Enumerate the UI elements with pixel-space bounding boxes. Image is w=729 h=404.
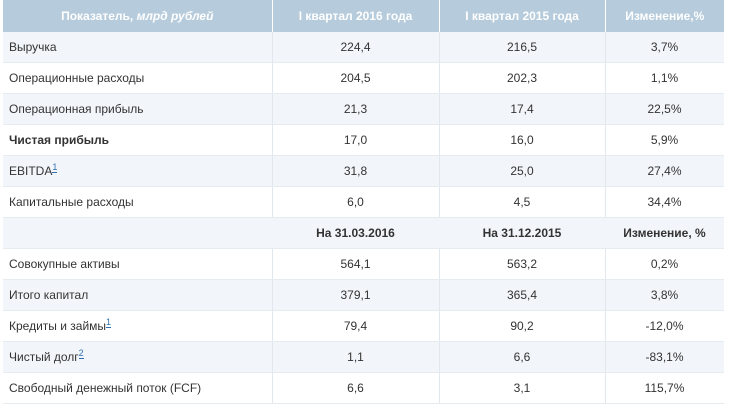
row-label: Выручка [3, 32, 272, 63]
row-value-q1-2015: 17,4 [439, 93, 605, 125]
table-row: Кредиты и займы1 79,4 90,2 -12,0% [3, 310, 724, 342]
row-value-q1-2016: 224,4 [272, 32, 439, 63]
subheader-col-change: Изменение, % [605, 217, 724, 249]
row-value-2015: 6,6 [439, 341, 605, 373]
row-label: EBITDA [9, 164, 53, 178]
table-row: Чистый долг2 1,1 6,6 -83,1% [3, 341, 724, 373]
row-value-change: 34,4% [605, 186, 724, 218]
table-row: Совокупные активы 564,1 563,2 0,2% [3, 248, 724, 280]
row-label: Чистый долг [9, 350, 79, 364]
row-value-q1-2015: 16,0 [439, 124, 605, 156]
row-value-change: 5,9% [605, 124, 724, 156]
row-value-change: -83,1% [605, 341, 724, 373]
footnote-marker: 1 [106, 317, 112, 328]
row-value-2015: 3,1 [439, 372, 605, 404]
row-label: Операционные расходы [3, 62, 272, 94]
row-value-q1-2015: 4,5 [439, 186, 605, 218]
row-label: Чистая прибыль [3, 124, 272, 156]
row-value-2015: 563,2 [439, 248, 605, 280]
row-value-q1-2015: 202,3 [439, 62, 605, 94]
table-row: Итого капитал 379,1 365,4 3,8% [3, 279, 724, 311]
row-value-q1-2016: 204,5 [272, 62, 439, 94]
row-value-q1-2016: 31,8 [272, 155, 439, 187]
footnote-marker: 1 [52, 162, 58, 173]
row-label: Итого капитал [3, 279, 272, 311]
row-value-change: 3,7% [605, 32, 724, 63]
row-value-change: 1,1% [605, 62, 724, 94]
financial-results-table: Показатель, млрд рублей I квартал 2016 г… [3, 0, 724, 404]
table-row: Операционные расходы 204,5 202,3 1,1% [3, 62, 724, 94]
subheader-col-2016: На 31.03.2016 [272, 217, 439, 249]
table-row: Операционная прибыль 21,3 17,4 22,5% [3, 93, 724, 125]
row-value-q1-2016: 17,0 [272, 124, 439, 156]
row-label: Свободный денежный поток (FCF) [3, 372, 272, 404]
row-label-cell: Чистый долг2 [3, 341, 272, 373]
row-value-change: 115,7% [605, 372, 724, 404]
footnote-link[interactable]: 1 [106, 317, 112, 328]
row-value-change: 27,4% [605, 155, 724, 187]
row-value-2016: 379,1 [272, 279, 439, 311]
table-row: Выручка 224,4 216,5 3,7% [3, 32, 724, 63]
header-indicator: Показатель, млрд рублей [3, 0, 273, 32]
row-label: Совокупные активы [3, 248, 272, 280]
row-value-q1-2016: 6,0 [272, 186, 439, 218]
footnote-link[interactable]: 1 [52, 162, 58, 173]
row-value-2016: 6,6 [272, 372, 439, 404]
table-row: Чистая прибыль 17,0 16,0 5,9% [3, 124, 724, 156]
row-value-2015: 365,4 [439, 279, 605, 311]
header-indicator-label: Показатель, [61, 9, 134, 23]
row-label: Операционная прибыль [3, 93, 272, 125]
table-header-row: Показатель, млрд рублей I квартал 2016 г… [3, 0, 724, 32]
table-subheader-row: На 31.03.2016 На 31.12.2015 Изменение, % [3, 217, 724, 249]
row-value-q1-2015: 25,0 [439, 155, 605, 187]
table-row: Свободный денежный поток (FCF) 6,6 3,1 1… [3, 372, 724, 404]
row-label: Капитальные расходы [3, 186, 272, 218]
row-value-change: 0,2% [605, 248, 724, 280]
table-row: Капитальные расходы 6,0 4,5 34,4% [3, 186, 724, 218]
table-row: EBITDA1 31,8 25,0 27,4% [3, 155, 724, 187]
header-col-q1-2015: I квартал 2015 года [439, 0, 606, 32]
row-label-cell: EBITDA1 [3, 155, 272, 187]
footnote-marker: 2 [78, 348, 84, 359]
row-value-change: 3,8% [605, 279, 724, 311]
header-unit: млрд рублей [136, 9, 214, 23]
footnote-link[interactable]: 2 [78, 348, 84, 359]
header-col-change: Изменение,% [605, 0, 724, 32]
row-value-2016: 1,1 [272, 341, 439, 373]
row-value-2016: 564,1 [272, 248, 439, 280]
row-label: Кредиты и займы [9, 319, 107, 333]
row-value-2015: 90,2 [439, 310, 605, 342]
row-label-cell: Кредиты и займы1 [3, 310, 272, 342]
row-value-q1-2016: 21,3 [272, 93, 439, 125]
row-value-q1-2015: 216,5 [439, 32, 605, 63]
row-value-2016: 79,4 [272, 310, 439, 342]
subheader-empty [3, 217, 272, 249]
header-col-q1-2016: I квартал 2016 года [272, 0, 440, 32]
subheader-col-2015: На 31.12.2015 [439, 217, 605, 249]
row-value-change: -12,0% [605, 310, 724, 342]
row-value-change: 22,5% [605, 93, 724, 125]
